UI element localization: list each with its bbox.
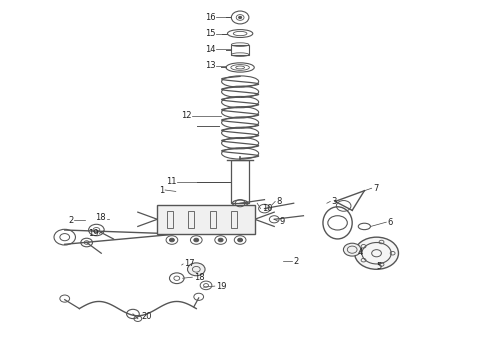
Text: 13: 13 [205,61,216,70]
Text: 19: 19 [216,282,226,291]
Text: 17: 17 [184,260,195,269]
Bar [167,211,173,228]
Bar [231,160,249,203]
Text: 12: 12 [181,111,192,120]
Circle shape [194,238,199,242]
Text: 9: 9 [279,217,284,226]
Text: 2: 2 [68,216,73,225]
Circle shape [218,238,223,242]
Bar [231,211,237,228]
Bar [189,211,195,228]
Text: 15: 15 [205,29,216,38]
Text: 5: 5 [376,262,382,271]
Circle shape [238,238,243,242]
Text: 18: 18 [96,213,106,222]
Text: 14: 14 [205,45,216,54]
Text: 20: 20 [142,312,152,321]
Text: 7: 7 [373,184,378,193]
Circle shape [355,237,398,269]
Text: 18: 18 [194,273,204,282]
Bar [210,211,216,228]
Text: 3: 3 [332,197,337,206]
Circle shape [239,17,242,18]
Text: 8: 8 [277,197,282,206]
Bar [157,205,255,234]
Text: 1: 1 [159,185,165,194]
Circle shape [170,238,174,242]
Text: 19: 19 [88,229,99,238]
Text: 2: 2 [294,257,299,266]
Circle shape [343,243,361,256]
Bar [231,45,249,55]
Text: 16: 16 [205,13,216,22]
Text: 6: 6 [388,218,393,227]
Text: 11: 11 [166,177,177,186]
Circle shape [188,263,205,276]
Text: 4: 4 [358,248,363,257]
Text: 10: 10 [262,204,272,213]
